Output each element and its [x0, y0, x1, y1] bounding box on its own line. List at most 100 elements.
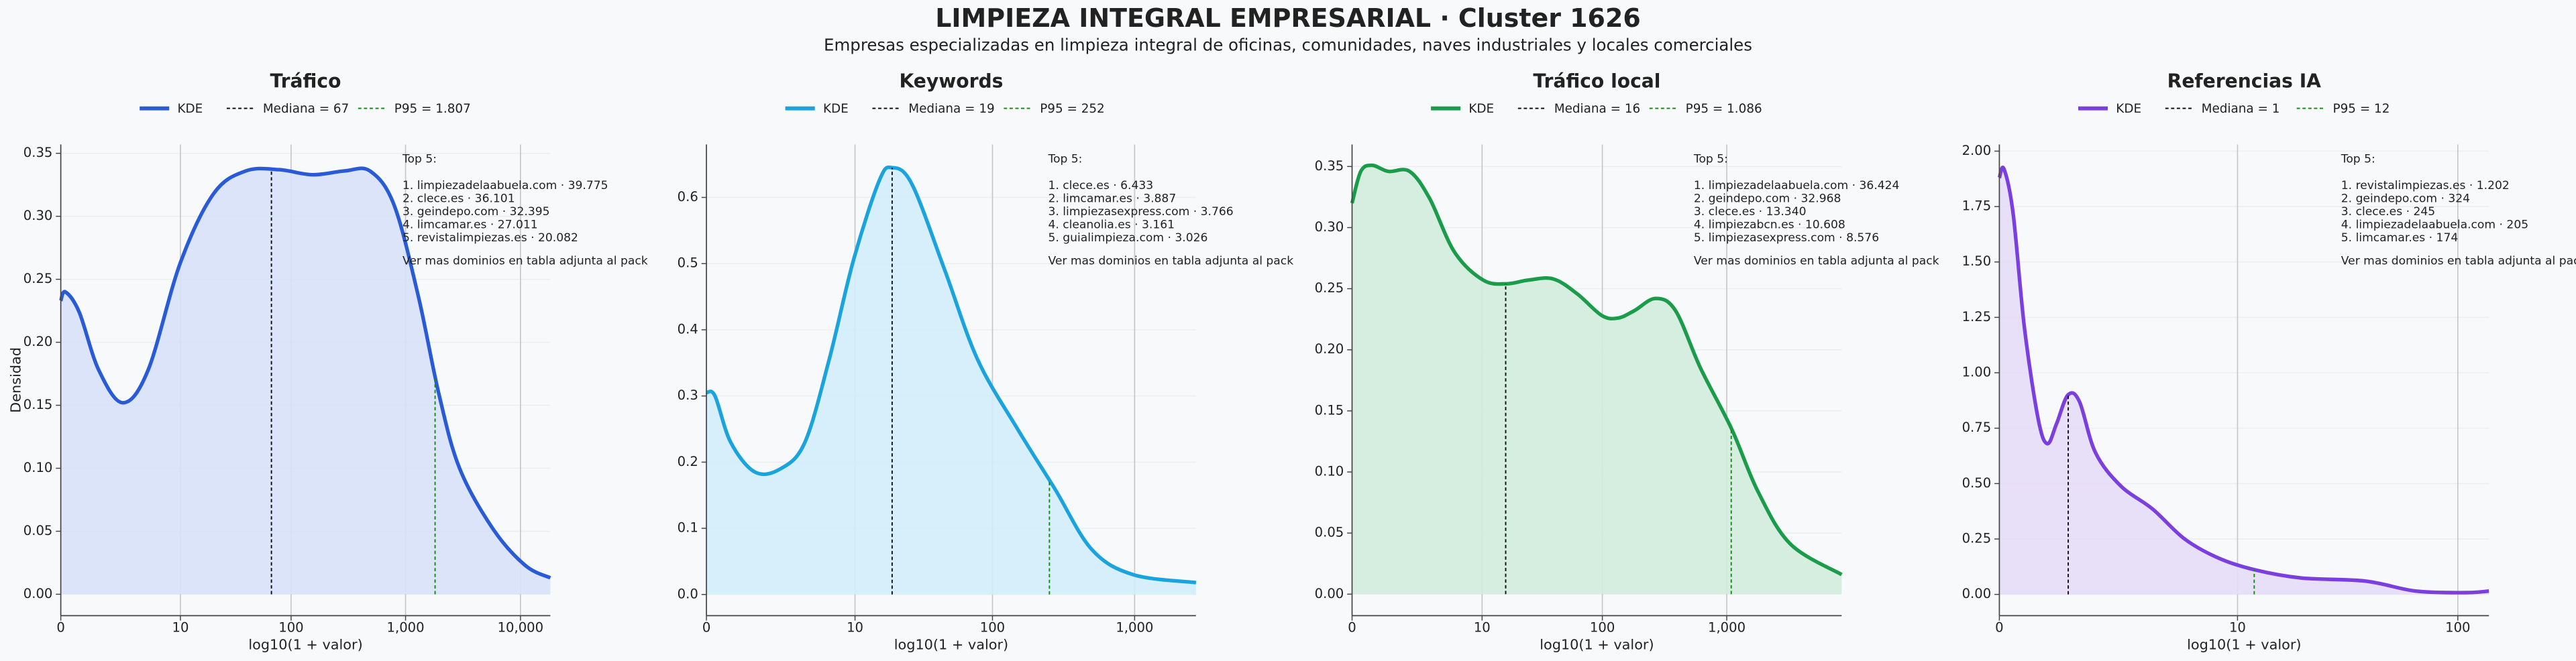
x-tick-label: 0	[1995, 619, 2003, 635]
x-tick-label: 0	[702, 619, 710, 635]
y-tick-label: 1.75	[1962, 198, 1992, 214]
annotation-line: 2. limcamar.es · 3.887	[1048, 192, 1176, 205]
y-tick-label: 0.50	[1962, 475, 1992, 491]
y-tick-label: 0.25	[1315, 280, 1344, 296]
x-tick-label: 0	[1348, 619, 1356, 635]
annotation-line: Top 5:	[402, 153, 437, 166]
y-tick-label: 0.00	[23, 586, 53, 601]
annotation-line: 3. limpiezasexpress.com · 3.766	[1048, 205, 1233, 219]
annotation-line: 2. geindepo.com · 324	[2341, 192, 2470, 205]
x-axis-label: log10(1 + valor)	[1540, 636, 1654, 652]
y-tick-label: 0.2	[678, 454, 698, 469]
x-axis-label: log10(1 + valor)	[248, 636, 362, 652]
kde-fill	[1352, 165, 1842, 595]
annotation-line: 5. guialimpieza.com · 3.026	[1048, 231, 1208, 245]
x-tick-label: 10	[2229, 619, 2246, 635]
annotation-line: 3. clece.es · 13.340	[1694, 205, 1807, 219]
annotation-line: 5. limpiezasexpress.com · 8.576	[1694, 231, 1879, 245]
x-tick-label: 1,000	[1708, 619, 1746, 635]
y-tick-label: 0.10	[23, 460, 53, 475]
y-tick-label: 0.05	[23, 523, 53, 538]
x-tick-label: 1,000	[387, 619, 425, 635]
x-tick-label: 100	[980, 619, 1005, 635]
y-tick-label: 0.20	[1315, 341, 1344, 357]
y-tick-label: 0.05	[1315, 525, 1344, 540]
y-tick-label: 0.3	[678, 387, 698, 403]
y-tick-label: 0.6	[678, 189, 698, 204]
x-axis-label: log10(1 + valor)	[2187, 636, 2301, 652]
x-tick-label: 10	[847, 619, 863, 635]
panel-title: Tráfico	[270, 70, 341, 92]
kde-fill	[60, 168, 551, 595]
y-tick-label: 0.75	[1962, 420, 1992, 435]
x-tick-label: 100	[278, 619, 303, 635]
x-tick-label: 100	[2445, 619, 2470, 635]
annotation-line: 5. revistalimpiezas.es · 20.082	[402, 231, 578, 245]
y-tick-label: 0.0	[678, 586, 698, 601]
y-tick-label: 0.20	[23, 334, 53, 349]
y-tick-label: 0.1	[678, 520, 698, 536]
kde-line	[59, 166, 551, 580]
legend-label: KDE	[1468, 102, 1494, 116]
legend-label: P95 = 12	[2333, 102, 2390, 116]
y-tick-label: 0.4	[678, 321, 698, 337]
y-tick-label: 0.10	[1315, 464, 1344, 479]
annotation-line: Ver mas dominios en tabla adjunta al pac…	[1694, 254, 1939, 267]
annotation-line: 1. limpiezadelaabuela.com · 36.424	[1694, 179, 1900, 192]
y-tick-label: 0.30	[23, 208, 53, 223]
panel-title: Tráfico local	[1533, 70, 1660, 92]
y-tick-label: 1.00	[1962, 365, 1992, 380]
y-tick-label: 0.30	[1315, 219, 1344, 235]
y-tick-label: 0.00	[1315, 586, 1344, 601]
legend-label: KDE	[823, 102, 849, 116]
x-tick-label: 10	[172, 619, 189, 635]
y-tick-label: 0.25	[1962, 530, 1992, 546]
panel-title: Keywords	[899, 70, 1003, 92]
legend-label: P95 = 1.086	[1686, 102, 1762, 116]
annotation-line: Top 5:	[1047, 153, 1082, 166]
legend-label: P95 = 1.807	[394, 102, 471, 116]
annotation-line: 2. clece.es · 36.101	[402, 192, 515, 205]
annotation-line: 4. limpiezabcn.es · 10.608	[1694, 219, 1845, 232]
page-title: LIMPIEZA INTEGRAL EMPRESARIAL · Cluster …	[935, 3, 1641, 33]
annotation-line: 1. revistalimpiezas.es · 1.202	[2341, 179, 2510, 192]
y-tick-label: 2.00	[1962, 143, 1992, 158]
legend-label: KDE	[2116, 102, 2141, 116]
legend-label: P95 = 252	[1040, 102, 1105, 116]
annotation-line: 1. clece.es · 6.433	[1048, 179, 1153, 192]
legend-label: Mediana = 1	[2202, 102, 2280, 116]
x-tick-label: 10,000	[498, 619, 544, 635]
panel-title: Referencias IA	[2167, 70, 2322, 92]
kde-line	[1997, 166, 2489, 595]
annotation-line: 4. limpiezadelaabuela.com · 205	[2341, 219, 2528, 232]
annotation-line: Top 5:	[2341, 153, 2375, 166]
annotation-line: 4. cleanolia.es · 3.161	[1048, 219, 1175, 232]
annotation-line: Ver mas dominios en tabla adjunta al pac…	[402, 254, 648, 267]
kde-fill	[706, 167, 1196, 595]
x-tick-label: 100	[1590, 619, 1615, 635]
kde-line	[706, 165, 1197, 585]
annotation-line: 4. limcamar.es · 27.011	[402, 219, 538, 232]
x-tick-label: 1,000	[1116, 619, 1153, 635]
annotation-line: 5. limcamar.es · 174	[2341, 231, 2458, 245]
y-tick-label: 0.35	[1315, 158, 1344, 174]
y-tick-label: 0.5	[678, 255, 698, 271]
legend-label: Mediana = 16	[1554, 102, 1640, 116]
legend-label: KDE	[177, 102, 203, 116]
annotation-line: 3. clece.es · 245	[2341, 205, 2435, 219]
page-subtitle: Empresas especializadas en limpieza inte…	[824, 36, 1752, 55]
annotation-line: 1. limpiezadelaabuela.com · 39.775	[402, 179, 608, 192]
y-axis-label: Densidad	[7, 347, 23, 413]
annotation-line: 3. geindepo.com · 32.395	[402, 205, 550, 219]
y-tick-label: 0.25	[23, 271, 53, 286]
x-axis-label: log10(1 + valor)	[894, 636, 1008, 652]
y-tick-label: 0.15	[23, 397, 53, 412]
y-tick-label: 0.35	[23, 145, 53, 160]
annotation-line: 2. geindepo.com · 32.968	[1694, 192, 1841, 205]
x-tick-label: 0	[56, 619, 64, 635]
legend-label: Mediana = 67	[263, 102, 349, 116]
annotation-line: Top 5:	[1693, 153, 1728, 166]
x-tick-label: 10	[1474, 619, 1491, 635]
